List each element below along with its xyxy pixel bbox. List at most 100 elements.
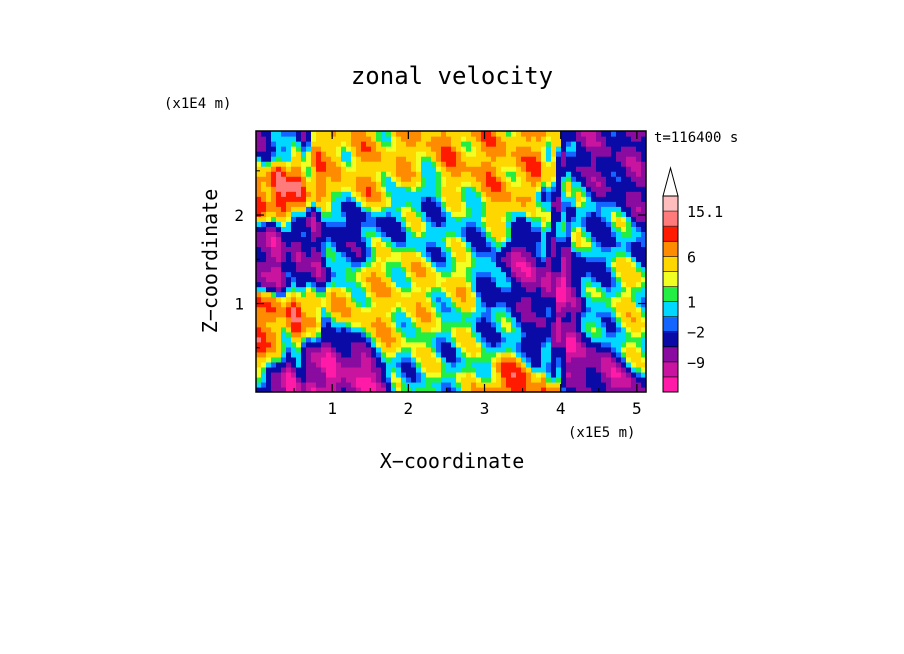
heatmap-cell bbox=[481, 221, 487, 227]
heatmap-cell bbox=[441, 386, 447, 392]
heatmap-cell bbox=[291, 376, 297, 383]
heatmap-cell bbox=[616, 181, 622, 187]
heatmap-cell bbox=[406, 336, 412, 343]
heatmap-cell bbox=[276, 196, 282, 202]
heatmap-cell bbox=[526, 151, 532, 157]
heatmap-cell bbox=[516, 351, 522, 358]
heatmap-cell bbox=[516, 286, 522, 293]
heatmap-cell bbox=[316, 246, 322, 253]
heatmap-cell bbox=[536, 346, 542, 353]
heatmap-cell bbox=[376, 321, 382, 328]
heatmap-cell bbox=[361, 296, 367, 303]
heatmap-cell bbox=[366, 141, 372, 147]
heatmap-cell bbox=[406, 296, 412, 303]
heatmap-cell bbox=[496, 311, 502, 318]
heatmap-cell bbox=[601, 231, 607, 238]
heatmap-cell bbox=[501, 141, 507, 147]
heatmap-cell bbox=[521, 156, 527, 162]
heatmap-cell bbox=[501, 201, 507, 207]
heatmap-cell bbox=[446, 381, 452, 388]
heatmap-cell bbox=[506, 256, 512, 263]
heatmap-cell bbox=[421, 381, 427, 388]
heatmap-cell bbox=[561, 181, 567, 187]
heatmap-cell bbox=[396, 296, 402, 303]
heatmap-cell bbox=[316, 161, 322, 167]
heatmap-cell bbox=[466, 386, 472, 392]
heatmap-cell bbox=[526, 246, 532, 253]
heatmap-cell bbox=[526, 311, 532, 318]
heatmap-cell bbox=[586, 256, 592, 263]
heatmap-cell bbox=[486, 351, 492, 358]
heatmap-cell bbox=[411, 181, 417, 187]
heatmap-cell bbox=[301, 291, 307, 298]
heatmap-cell bbox=[366, 361, 372, 368]
heatmap-cell bbox=[636, 371, 642, 378]
heatmap-cell bbox=[426, 356, 432, 363]
heatmap-cell bbox=[571, 261, 577, 268]
heatmap-cell bbox=[396, 191, 402, 197]
heatmap-cell bbox=[621, 216, 627, 222]
heatmap-cell bbox=[361, 171, 367, 177]
heatmap-cell bbox=[611, 261, 617, 268]
heatmap-cell bbox=[351, 341, 357, 348]
heatmap-cell bbox=[336, 156, 342, 162]
heatmap-cell bbox=[331, 346, 337, 353]
heatmap-cell bbox=[276, 131, 282, 137]
heatmap-cell bbox=[491, 341, 497, 348]
heatmap-cell bbox=[506, 376, 512, 383]
heatmap-cell bbox=[486, 381, 492, 388]
heatmap-cell bbox=[326, 261, 332, 268]
heatmap-cell bbox=[606, 336, 612, 343]
heatmap-cell bbox=[561, 176, 567, 182]
heatmap-cell bbox=[331, 356, 337, 363]
heatmap-cell bbox=[391, 331, 397, 338]
heatmap-cell bbox=[376, 211, 382, 217]
heatmap-cell bbox=[596, 136, 602, 142]
heatmap-cell bbox=[521, 151, 527, 157]
heatmap-cell bbox=[561, 281, 567, 288]
heatmap-cell bbox=[436, 221, 442, 227]
heatmap-cell bbox=[436, 206, 442, 212]
heatmap-cell bbox=[411, 341, 417, 348]
heatmap-cell bbox=[526, 141, 532, 147]
heatmap-cell bbox=[366, 261, 372, 268]
heatmap-cell bbox=[366, 201, 372, 207]
heatmap-cell bbox=[511, 171, 517, 177]
heatmap-cell bbox=[611, 236, 617, 243]
heatmap-cell bbox=[361, 166, 367, 172]
heatmap-cell bbox=[551, 256, 557, 263]
heatmap-cell bbox=[326, 376, 332, 383]
heatmap-cell bbox=[421, 181, 427, 187]
heatmap-cell bbox=[411, 356, 417, 363]
heatmap-cell bbox=[491, 196, 497, 202]
heatmap-cell bbox=[481, 196, 487, 202]
heatmap-cell bbox=[591, 136, 597, 142]
heatmap-cell bbox=[546, 296, 552, 303]
heatmap-cell bbox=[421, 216, 427, 222]
heatmap-cell bbox=[321, 336, 327, 343]
heatmap-cell bbox=[401, 181, 407, 187]
heatmap-cell bbox=[316, 266, 322, 273]
heatmap-cell bbox=[516, 376, 522, 383]
heatmap-cell bbox=[531, 381, 537, 388]
heatmap-cell bbox=[361, 326, 367, 333]
heatmap-cell bbox=[486, 316, 492, 323]
heatmap-cell bbox=[481, 286, 487, 293]
heatmap-cell bbox=[471, 241, 477, 248]
heatmap-cell bbox=[301, 161, 307, 167]
heatmap-cell bbox=[556, 251, 562, 258]
heatmap-cell bbox=[501, 161, 507, 167]
heatmap-cell bbox=[281, 386, 287, 392]
heatmap-cell bbox=[551, 236, 557, 243]
heatmap-cell bbox=[296, 341, 302, 348]
heatmap-cell bbox=[516, 136, 522, 142]
heatmap-cell bbox=[586, 361, 592, 368]
heatmap-cell bbox=[566, 156, 572, 162]
heatmap-cell bbox=[331, 206, 337, 212]
heatmap-cell bbox=[386, 236, 392, 243]
heatmap-cell bbox=[441, 146, 447, 152]
heatmap-cell bbox=[356, 366, 362, 373]
heatmap-cell bbox=[511, 316, 517, 323]
heatmap-cell bbox=[356, 326, 362, 333]
heatmap-cell bbox=[456, 196, 462, 202]
